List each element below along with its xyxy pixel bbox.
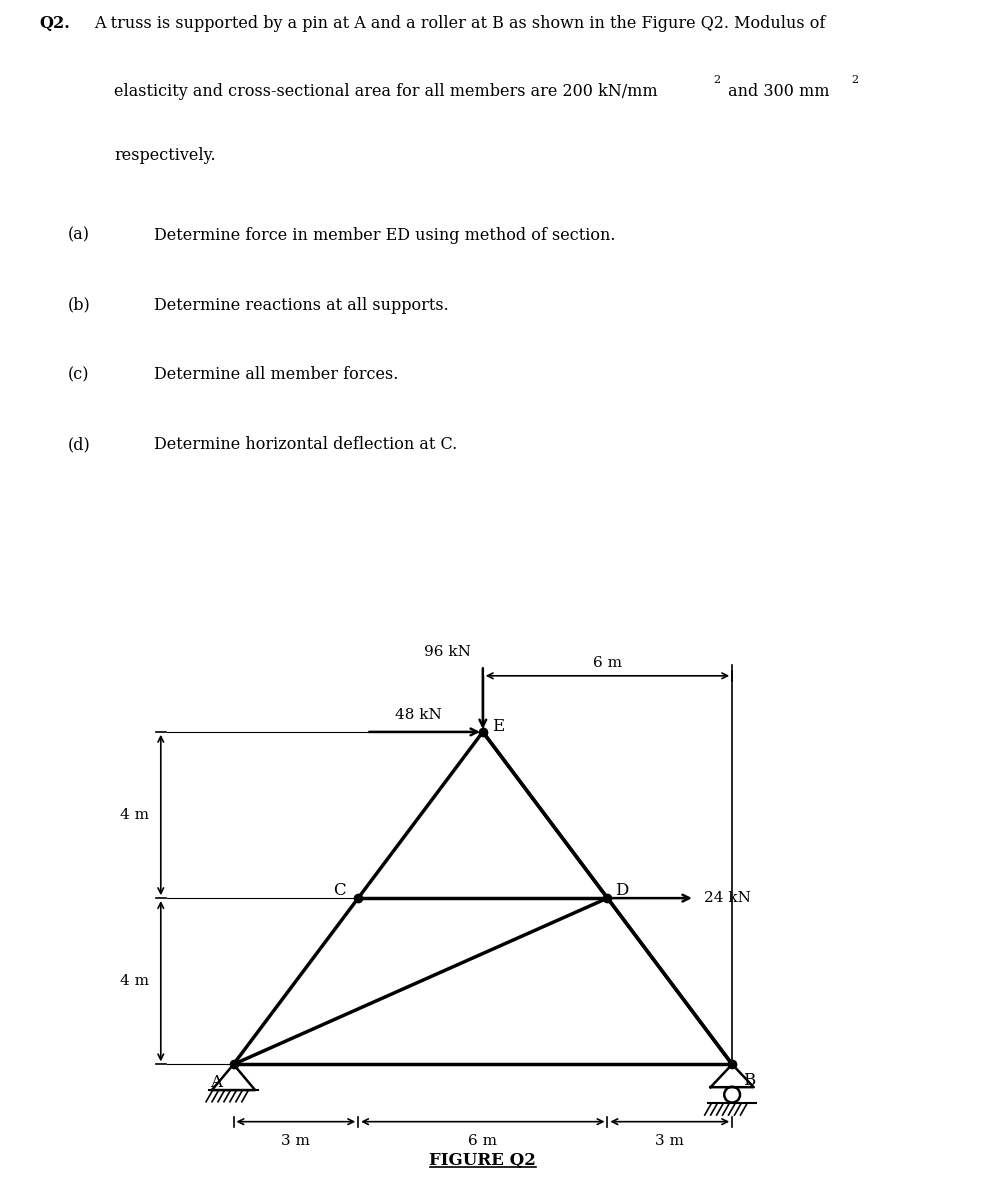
Text: Determine reactions at all supports.: Determine reactions at all supports.	[154, 296, 449, 313]
Text: 2: 2	[851, 76, 858, 85]
Text: D: D	[615, 882, 628, 899]
Text: Q2.: Q2.	[40, 15, 71, 32]
Text: (b): (b)	[68, 296, 90, 313]
Text: 2: 2	[714, 76, 721, 85]
Text: 24 kN: 24 kN	[704, 891, 750, 905]
Text: Determine all member forces.: Determine all member forces.	[154, 366, 399, 383]
Text: 4 m: 4 m	[120, 808, 149, 822]
Text: Determine horizontal deflection at C.: Determine horizontal deflection at C.	[154, 436, 457, 453]
Text: E: E	[492, 718, 505, 734]
Text: 6 m: 6 m	[593, 656, 622, 670]
Text: 48 kN: 48 kN	[395, 708, 441, 722]
Text: A: A	[210, 1075, 222, 1091]
Text: 6 m: 6 m	[468, 1134, 497, 1148]
Text: Determine force in member ED using method of section.: Determine force in member ED using metho…	[154, 227, 615, 243]
Text: B: B	[743, 1072, 754, 1089]
Text: and 300 mm: and 300 mm	[723, 83, 829, 100]
Text: (a): (a)	[68, 227, 89, 243]
Text: 96 kN: 96 kN	[424, 645, 471, 659]
Text: respectively.: respectively.	[114, 147, 216, 164]
Text: (d): (d)	[68, 436, 90, 453]
Text: A truss is supported by a pin at A and a roller at B as shown in the Figure Q2. : A truss is supported by a pin at A and a…	[94, 15, 826, 32]
Text: 4 m: 4 m	[120, 974, 149, 988]
Text: 3 m: 3 m	[655, 1134, 684, 1148]
Text: elasticity and cross-sectional area for all members are 200 kN/mm: elasticity and cross-sectional area for …	[114, 83, 658, 100]
Text: C: C	[333, 882, 345, 899]
Text: 3 m: 3 m	[281, 1134, 310, 1148]
Text: (c): (c)	[68, 366, 89, 383]
Text: FIGURE Q2: FIGURE Q2	[429, 1153, 536, 1169]
